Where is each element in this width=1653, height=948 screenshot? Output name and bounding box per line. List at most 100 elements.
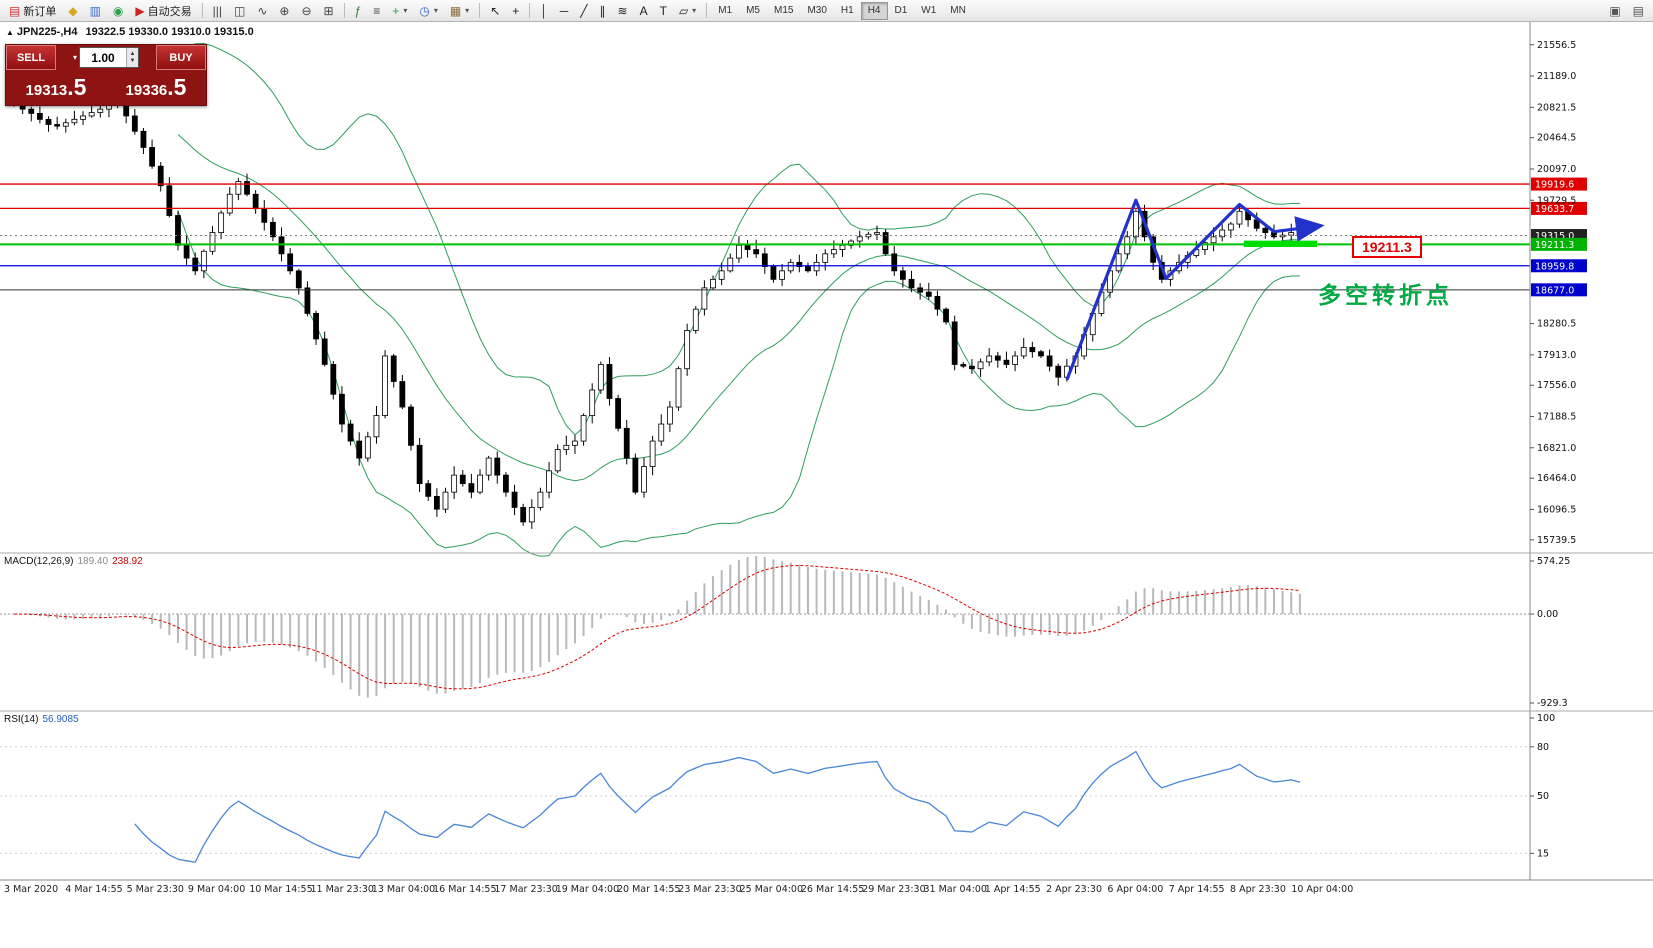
indicator-list-icon[interactable]: ≡ bbox=[368, 1, 385, 21]
svg-text:18959.8: 18959.8 bbox=[1535, 261, 1574, 272]
trade-prices-row: 19313.5 19336.5 bbox=[6, 70, 206, 104]
chevron-down-icon: ▾ bbox=[692, 6, 697, 15]
chart-ohlc-header: ▲ JPN225-,H4 19322.5 19330.0 19310.0 19315… bbox=[6, 26, 254, 38]
template-glyph: ▦ bbox=[449, 3, 462, 18]
svg-text:25 Mar 04:00: 25 Mar 04:00 bbox=[740, 884, 803, 895]
timeframe-m30-button[interactable]: M30 bbox=[807, 4, 827, 16]
shapes-dropdown[interactable]: ▱ ▾ bbox=[674, 1, 701, 21]
new-order-button[interactable]: ▤ 新订单 bbox=[4, 1, 61, 21]
new-chart-window-icon[interactable]: ▣ bbox=[1604, 1, 1625, 21]
panel-collapse-icon[interactable]: ▲ bbox=[6, 28, 14, 37]
tile-windows-icon[interactable]: ⊞ bbox=[319, 1, 339, 21]
indicators-icon[interactable]: ƒ bbox=[350, 1, 367, 21]
vertical-line-icon[interactable]: │ bbox=[535, 1, 553, 21]
svg-text:4 Mar 14:55: 4 Mar 14:55 bbox=[65, 884, 122, 895]
volume-up-icon[interactable]: ▲ bbox=[129, 50, 136, 57]
svg-text:11 Mar 23:30: 11 Mar 23:30 bbox=[311, 884, 374, 895]
volume-input[interactable] bbox=[80, 48, 126, 67]
timeframe-m15-button[interactable]: M15 bbox=[774, 4, 794, 16]
period-dropdown[interactable]: ◷ ▾ bbox=[414, 1, 443, 21]
support-highlight[interactable] bbox=[1243, 240, 1318, 248]
autotrading-button[interactable]: ▶ 自动交易 bbox=[130, 1, 196, 21]
bollinger-middle bbox=[177, 134, 1300, 482]
rsi-value: 56.9085 bbox=[42, 714, 79, 725]
timeframe-w1-button[interactable]: W1 bbox=[921, 4, 937, 16]
toolbar-separator bbox=[479, 3, 481, 18]
buy-price-main: 19336 bbox=[125, 81, 168, 99]
svg-text:21556.5: 21556.5 bbox=[1537, 40, 1576, 51]
bar-chart-icon[interactable]: ||| bbox=[208, 1, 227, 21]
bollinger-bands[interactable] bbox=[177, 42, 1300, 557]
axis-tag-18959.8 bbox=[1531, 259, 1587, 273]
volume-preset-arrow-icon[interactable]: ▾ bbox=[72, 53, 77, 62]
trade-controls-row: SELL ▾ ▲ ▼ BUY bbox=[6, 45, 206, 70]
chart-window-icon[interactable]: ▥ bbox=[85, 1, 106, 21]
axis-tag-19919.6 bbox=[1531, 177, 1587, 191]
new-chart-window-icon-glyph: ▣ bbox=[1609, 3, 1621, 18]
svg-text:17188.5: 17188.5 bbox=[1537, 412, 1576, 423]
timeframe-h1-button[interactable]: H1 bbox=[840, 4, 854, 16]
rsi-indicator-label: RSI(14) 56.9085 bbox=[4, 714, 79, 725]
price-axis[interactable]: 21556.5 21189.0 20821.5 20464.5 20097.0 19729… bbox=[1529, 22, 1576, 880]
volume-down-icon[interactable]: ▼ bbox=[129, 57, 136, 64]
svg-text:574.25: 574.25 bbox=[1537, 556, 1570, 567]
rsi-name: RSI(14) bbox=[4, 714, 39, 725]
svg-text:2 Apr 23:30: 2 Apr 23:30 bbox=[1046, 884, 1102, 895]
svg-text:19211.3: 19211.3 bbox=[1535, 240, 1574, 251]
autotrading-button-label: 自动交易 bbox=[147, 5, 192, 18]
svg-text:6 Apr 04:00: 6 Apr 04:00 bbox=[1107, 884, 1163, 895]
zoom-out-icon[interactable]: ⊖ bbox=[296, 1, 316, 21]
candle-chart-icon[interactable]: ◫ bbox=[229, 1, 250, 21]
cursor-icon[interactable]: ↖ bbox=[485, 1, 505, 21]
svg-text:17913.0: 17913.0 bbox=[1537, 350, 1576, 361]
buy-button[interactable]: BUY bbox=[156, 45, 206, 70]
chevron-down-icon: ▾ bbox=[465, 6, 470, 15]
crosshair-icon[interactable]: + bbox=[507, 1, 524, 21]
timeframe-m5-button[interactable]: M5 bbox=[746, 4, 760, 16]
turning-point-note[interactable]: 多空转折点 bbox=[1318, 282, 1453, 308]
volume-control: ▾ ▲ ▼ bbox=[56, 45, 156, 70]
zoom-in-icon[interactable]: ⊕ bbox=[274, 1, 294, 21]
svg-text:19919.6: 19919.6 bbox=[1535, 180, 1574, 191]
timeframe-h4-button[interactable]: H4 bbox=[860, 1, 888, 20]
channel-icon[interactable]: ∥ bbox=[595, 1, 611, 21]
time-axis[interactable]: 3 Mar 2020 4 Mar 14:55 5 Mar 23:30 9 Mar 04… bbox=[4, 884, 1353, 895]
price-callout-label[interactable]: 19211.3 bbox=[1352, 236, 1422, 258]
timeframe-mn-button[interactable]: MN bbox=[950, 4, 966, 16]
channel-icon-glyph: ∥ bbox=[599, 3, 606, 18]
data-window-icon[interactable]: ◉ bbox=[108, 1, 128, 21]
fibonacci-icon[interactable]: ≋ bbox=[613, 1, 633, 21]
timeframe-d1-button[interactable]: D1 bbox=[894, 4, 908, 16]
add-indicator-dropdown[interactable]: + ▾ bbox=[387, 1, 412, 21]
svg-text:0.00: 0.00 bbox=[1537, 609, 1558, 620]
text-label-icon[interactable]: T bbox=[655, 1, 672, 21]
window-layout-icon[interactable]: ▤ bbox=[1628, 1, 1649, 21]
candle-chart-icon-glyph: ◫ bbox=[234, 3, 246, 18]
sell-button[interactable]: SELL bbox=[6, 45, 56, 70]
svg-text:13 Mar 04:00: 13 Mar 04:00 bbox=[372, 884, 435, 895]
add-indicator-glyph: + bbox=[392, 3, 400, 18]
svg-text:15: 15 bbox=[1537, 848, 1549, 859]
horizontal-line-icon[interactable]: ─ bbox=[555, 1, 574, 21]
line-chart-icon[interactable]: ∿ bbox=[252, 1, 272, 21]
axis-tag-18677.0 bbox=[1531, 283, 1587, 297]
axis-tag-19633.7 bbox=[1531, 201, 1587, 215]
horizontal-line-icon-glyph: ─ bbox=[559, 3, 569, 18]
vertical-line-icon-glyph: │ bbox=[540, 3, 548, 18]
svg-text:16 Mar 14:55: 16 Mar 14:55 bbox=[433, 884, 496, 895]
trend-zigzag-arrow[interactable] bbox=[1065, 198, 1325, 381]
crosshair-icon-glyph: + bbox=[512, 3, 520, 18]
sell-price-big: .5 bbox=[67, 73, 87, 100]
svg-text:16096.5: 16096.5 bbox=[1537, 504, 1576, 515]
buy-price-big: .5 bbox=[167, 73, 187, 100]
text-icon[interactable]: A bbox=[635, 1, 653, 21]
macd-histogram bbox=[21, 556, 1301, 698]
template-dropdown[interactable]: ▦ ▾ bbox=[445, 1, 474, 21]
toolbar-separator bbox=[529, 3, 531, 18]
chevron-down-icon: ▾ bbox=[433, 6, 438, 15]
favorites-icon[interactable]: ◆ bbox=[63, 1, 82, 21]
rsi-line bbox=[134, 750, 1301, 863]
trendline-icon[interactable]: ╱ bbox=[575, 1, 592, 21]
timeframe-m1-button[interactable]: M1 bbox=[718, 4, 733, 16]
